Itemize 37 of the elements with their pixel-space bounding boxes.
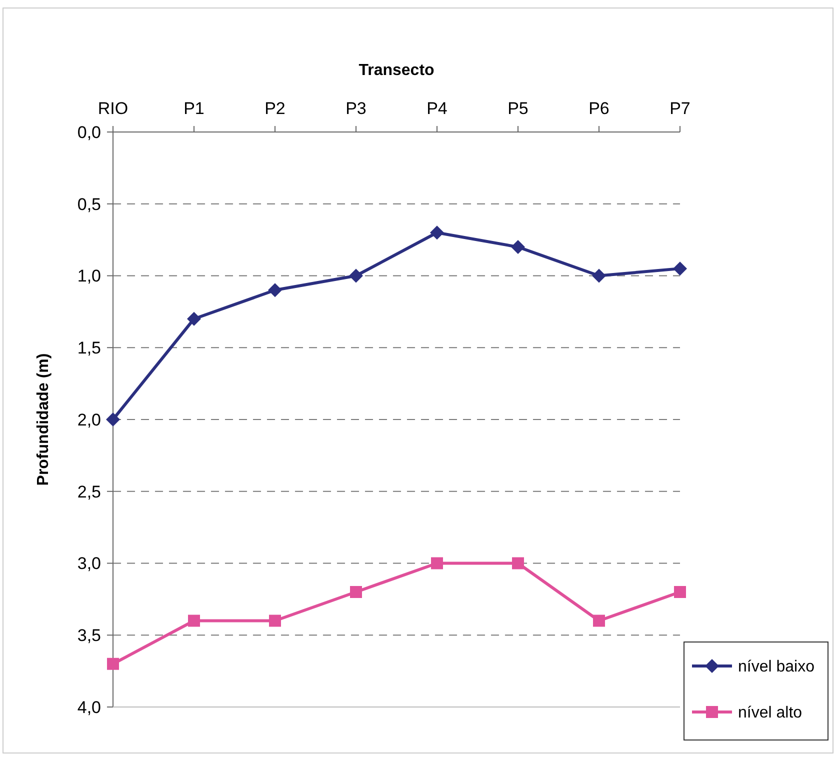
point <box>268 283 282 298</box>
y-tick-label: 1,5 <box>77 338 101 358</box>
point <box>349 268 363 283</box>
point <box>187 312 201 326</box>
y-tick-label: 2,0 <box>77 410 101 430</box>
y-tick-label: 2,5 <box>77 482 101 502</box>
point <box>674 586 686 598</box>
legend-label: nível baixo <box>738 658 815 676</box>
x-tick-label: P4 <box>426 99 448 118</box>
x-tick-label: P5 <box>508 99 528 118</box>
point <box>430 226 444 240</box>
y-axis-title: Profundidade (m) <box>35 353 52 486</box>
point <box>673 262 687 276</box>
point <box>511 240 525 254</box>
point <box>350 586 362 598</box>
x-tick-label: P1 <box>184 99 204 118</box>
point <box>512 557 524 570</box>
y-tick-label: 1,0 <box>77 266 101 286</box>
x-tick-label: P6 <box>588 99 610 118</box>
y-tick-label: 0,0 <box>77 122 101 142</box>
y-tick-label: 0,5 <box>77 194 101 214</box>
x-tick-label: RIO <box>98 99 128 118</box>
point <box>107 658 119 670</box>
point <box>106 412 120 426</box>
point <box>592 268 606 283</box>
x-tick-label: P3 <box>346 99 366 118</box>
point <box>593 614 605 627</box>
x-tick-label: P7 <box>670 99 690 118</box>
x-axis-title: Transecto <box>358 62 435 79</box>
y-tick-label: 3,5 <box>77 626 101 646</box>
y-tick-label: 3,0 <box>77 554 101 574</box>
point <box>269 614 281 627</box>
x-tick-label: P2 <box>264 99 286 118</box>
point <box>431 557 443 570</box>
legend-label: nível alto <box>738 704 802 722</box>
y-tick-label: 4,0 <box>77 698 101 717</box>
point <box>188 614 200 627</box>
